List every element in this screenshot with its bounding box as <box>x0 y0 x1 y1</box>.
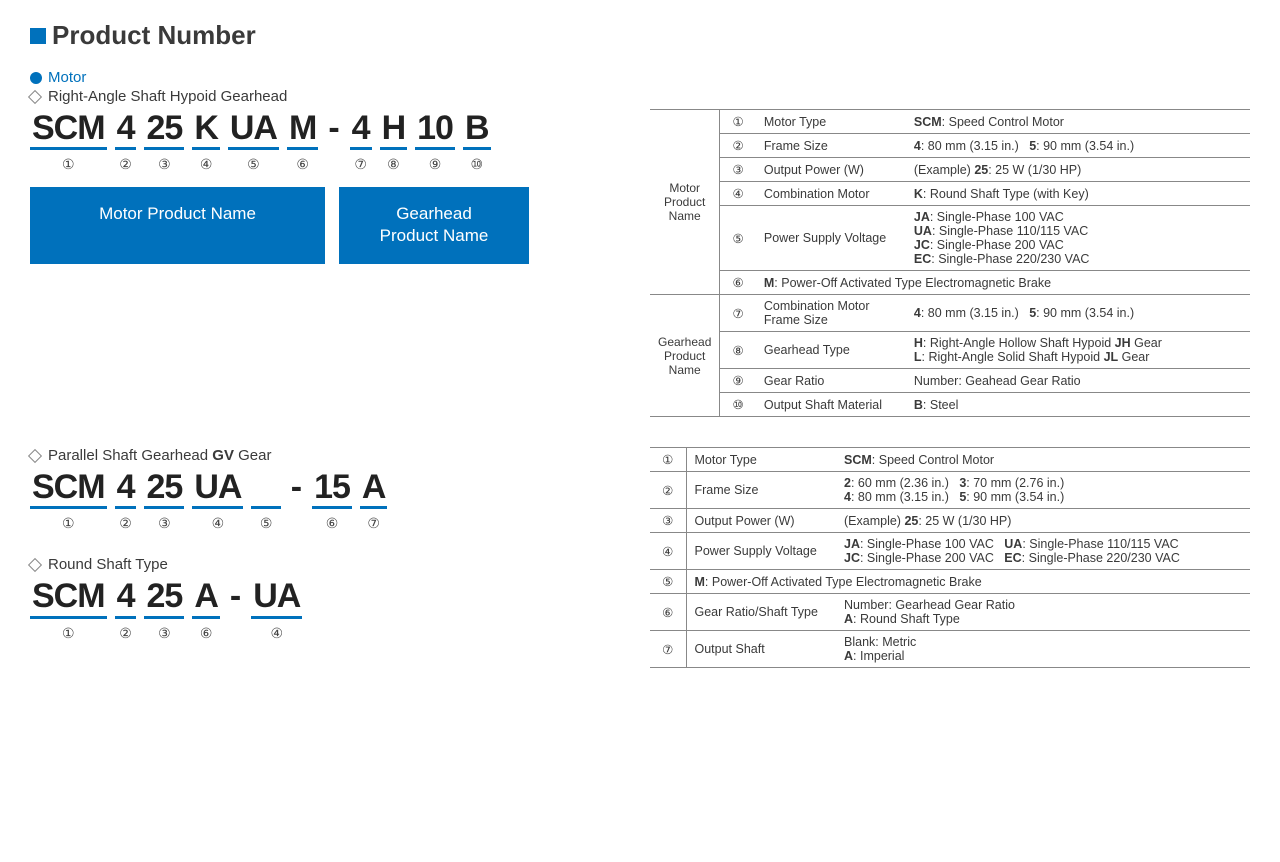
diamond-icon <box>28 89 42 103</box>
table-row: MotorProductName①Motor TypeSCM: Speed Co… <box>650 110 1250 134</box>
code-segment: M⑥ <box>287 110 318 173</box>
section3-heading: Round Shaft Type <box>30 556 620 573</box>
section1-code: SCM①4②25③K④UA⑤M⑥-4⑦H⑧10⑨B⑩ <box>30 109 620 173</box>
table-row: ⑩Output Shaft MaterialB: Steel <box>650 393 1250 417</box>
code-segment: 4② <box>115 469 137 532</box>
code-segment: B⑩ <box>463 110 491 173</box>
section1-heading: Right-Angle Shaft Hypoid Gearhead <box>30 88 1250 105</box>
code-segment: 4⑦ <box>350 110 372 173</box>
code-segment: UA⑤ <box>228 110 279 173</box>
gearhead-name-box: GearheadProduct Name <box>339 187 529 263</box>
code-segment: SCM① <box>30 469 107 532</box>
code-segment: 4② <box>115 578 137 641</box>
table-row: ⑥M: Power-Off Activated Type Electromagn… <box>650 271 1250 295</box>
code-segment: SCM① <box>30 578 107 641</box>
table-row: ④Power Supply VoltageJA: Single-Phase 10… <box>650 533 1250 570</box>
code-segment: K④ <box>192 110 220 173</box>
bullet-icon <box>30 72 42 84</box>
table-row: ①Motor TypeSCM: Speed Control Motor <box>650 448 1250 472</box>
code-segment: ⑤ <box>251 469 280 532</box>
section2-heading: Parallel Shaft Gearhead GV Gear <box>30 447 620 464</box>
table-row: ⑨Gear RatioNumber: Geahead Gear Ratio <box>650 369 1250 393</box>
table-row: ③Output Power (W)(Example) 25: 25 W (1/3… <box>650 509 1250 533</box>
code-segment: 10⑨ <box>415 110 455 173</box>
table-row: ⑤Power Supply VoltageJA: Single-Phase 10… <box>650 206 1250 271</box>
code-dash: - <box>326 109 341 148</box>
page-title: Product Number <box>52 20 256 51</box>
code-segment: 4② <box>115 110 137 173</box>
spec-table-1: MotorProductName①Motor TypeSCM: Speed Co… <box>650 109 1250 417</box>
spec-table-2: ①Motor TypeSCM: Speed Control Motor②Fram… <box>650 447 1250 668</box>
table-row: ②Frame Size2: 60 mm (2.36 in.) 3: 70 mm … <box>650 472 1250 509</box>
code-dash: - <box>228 577 243 616</box>
section2-code: SCM①4②25③UA④ ⑤-15⑥A⑦ <box>30 468 620 532</box>
code-segment: UA④ <box>192 469 243 532</box>
table-row: ⑦Output ShaftBlank: MetricA: Imperial <box>650 631 1250 668</box>
motor-label: Motor <box>48 69 86 86</box>
code-segment: A⑦ <box>360 469 388 532</box>
section3-subtitle: Round Shaft Type <box>48 556 168 573</box>
table-row: ③Output Power (W)(Example) 25: 25 W (1/3… <box>650 158 1250 182</box>
table-row: ⑥Gear Ratio/Shaft TypeNumber: Gearhead G… <box>650 594 1250 631</box>
section1-subtitle: Right-Angle Shaft Hypoid Gearhead <box>48 88 287 105</box>
code-segment: 15⑥ <box>312 469 352 532</box>
code-segment: 25③ <box>144 469 184 532</box>
table-row: ⑧Gearhead TypeH: Right-Angle Hollow Shaf… <box>650 332 1250 369</box>
diamond-icon <box>28 448 42 462</box>
code-segment: H⑧ <box>380 110 408 173</box>
code-segment: 25③ <box>144 578 184 641</box>
code-dash: - <box>289 468 304 507</box>
header-square-icon <box>30 28 46 44</box>
table-row: ⑤M: Power-Off Activated Type Electromagn… <box>650 570 1250 594</box>
section2-subtitle: Parallel Shaft Gearhead GV Gear <box>48 447 271 464</box>
table-row: GearheadProductName⑦Combination Motor Fr… <box>650 295 1250 332</box>
diamond-icon <box>28 558 42 572</box>
table-row: ②Frame Size4: 80 mm (3.15 in.) 5: 90 mm … <box>650 134 1250 158</box>
code-segment: 25③ <box>144 110 184 173</box>
section3-code: SCM①4②25③A⑥-UA④ <box>30 577 620 641</box>
motor-bullet: Motor <box>30 69 1250 86</box>
page-header: Product Number <box>30 20 1250 51</box>
code-segment: SCM① <box>30 110 107 173</box>
table-row: ④Combination MotorK: Round Shaft Type (w… <box>650 182 1250 206</box>
code-segment: A⑥ <box>192 578 220 641</box>
code-segment: UA④ <box>251 578 302 641</box>
motor-name-box: Motor Product Name <box>30 187 325 263</box>
